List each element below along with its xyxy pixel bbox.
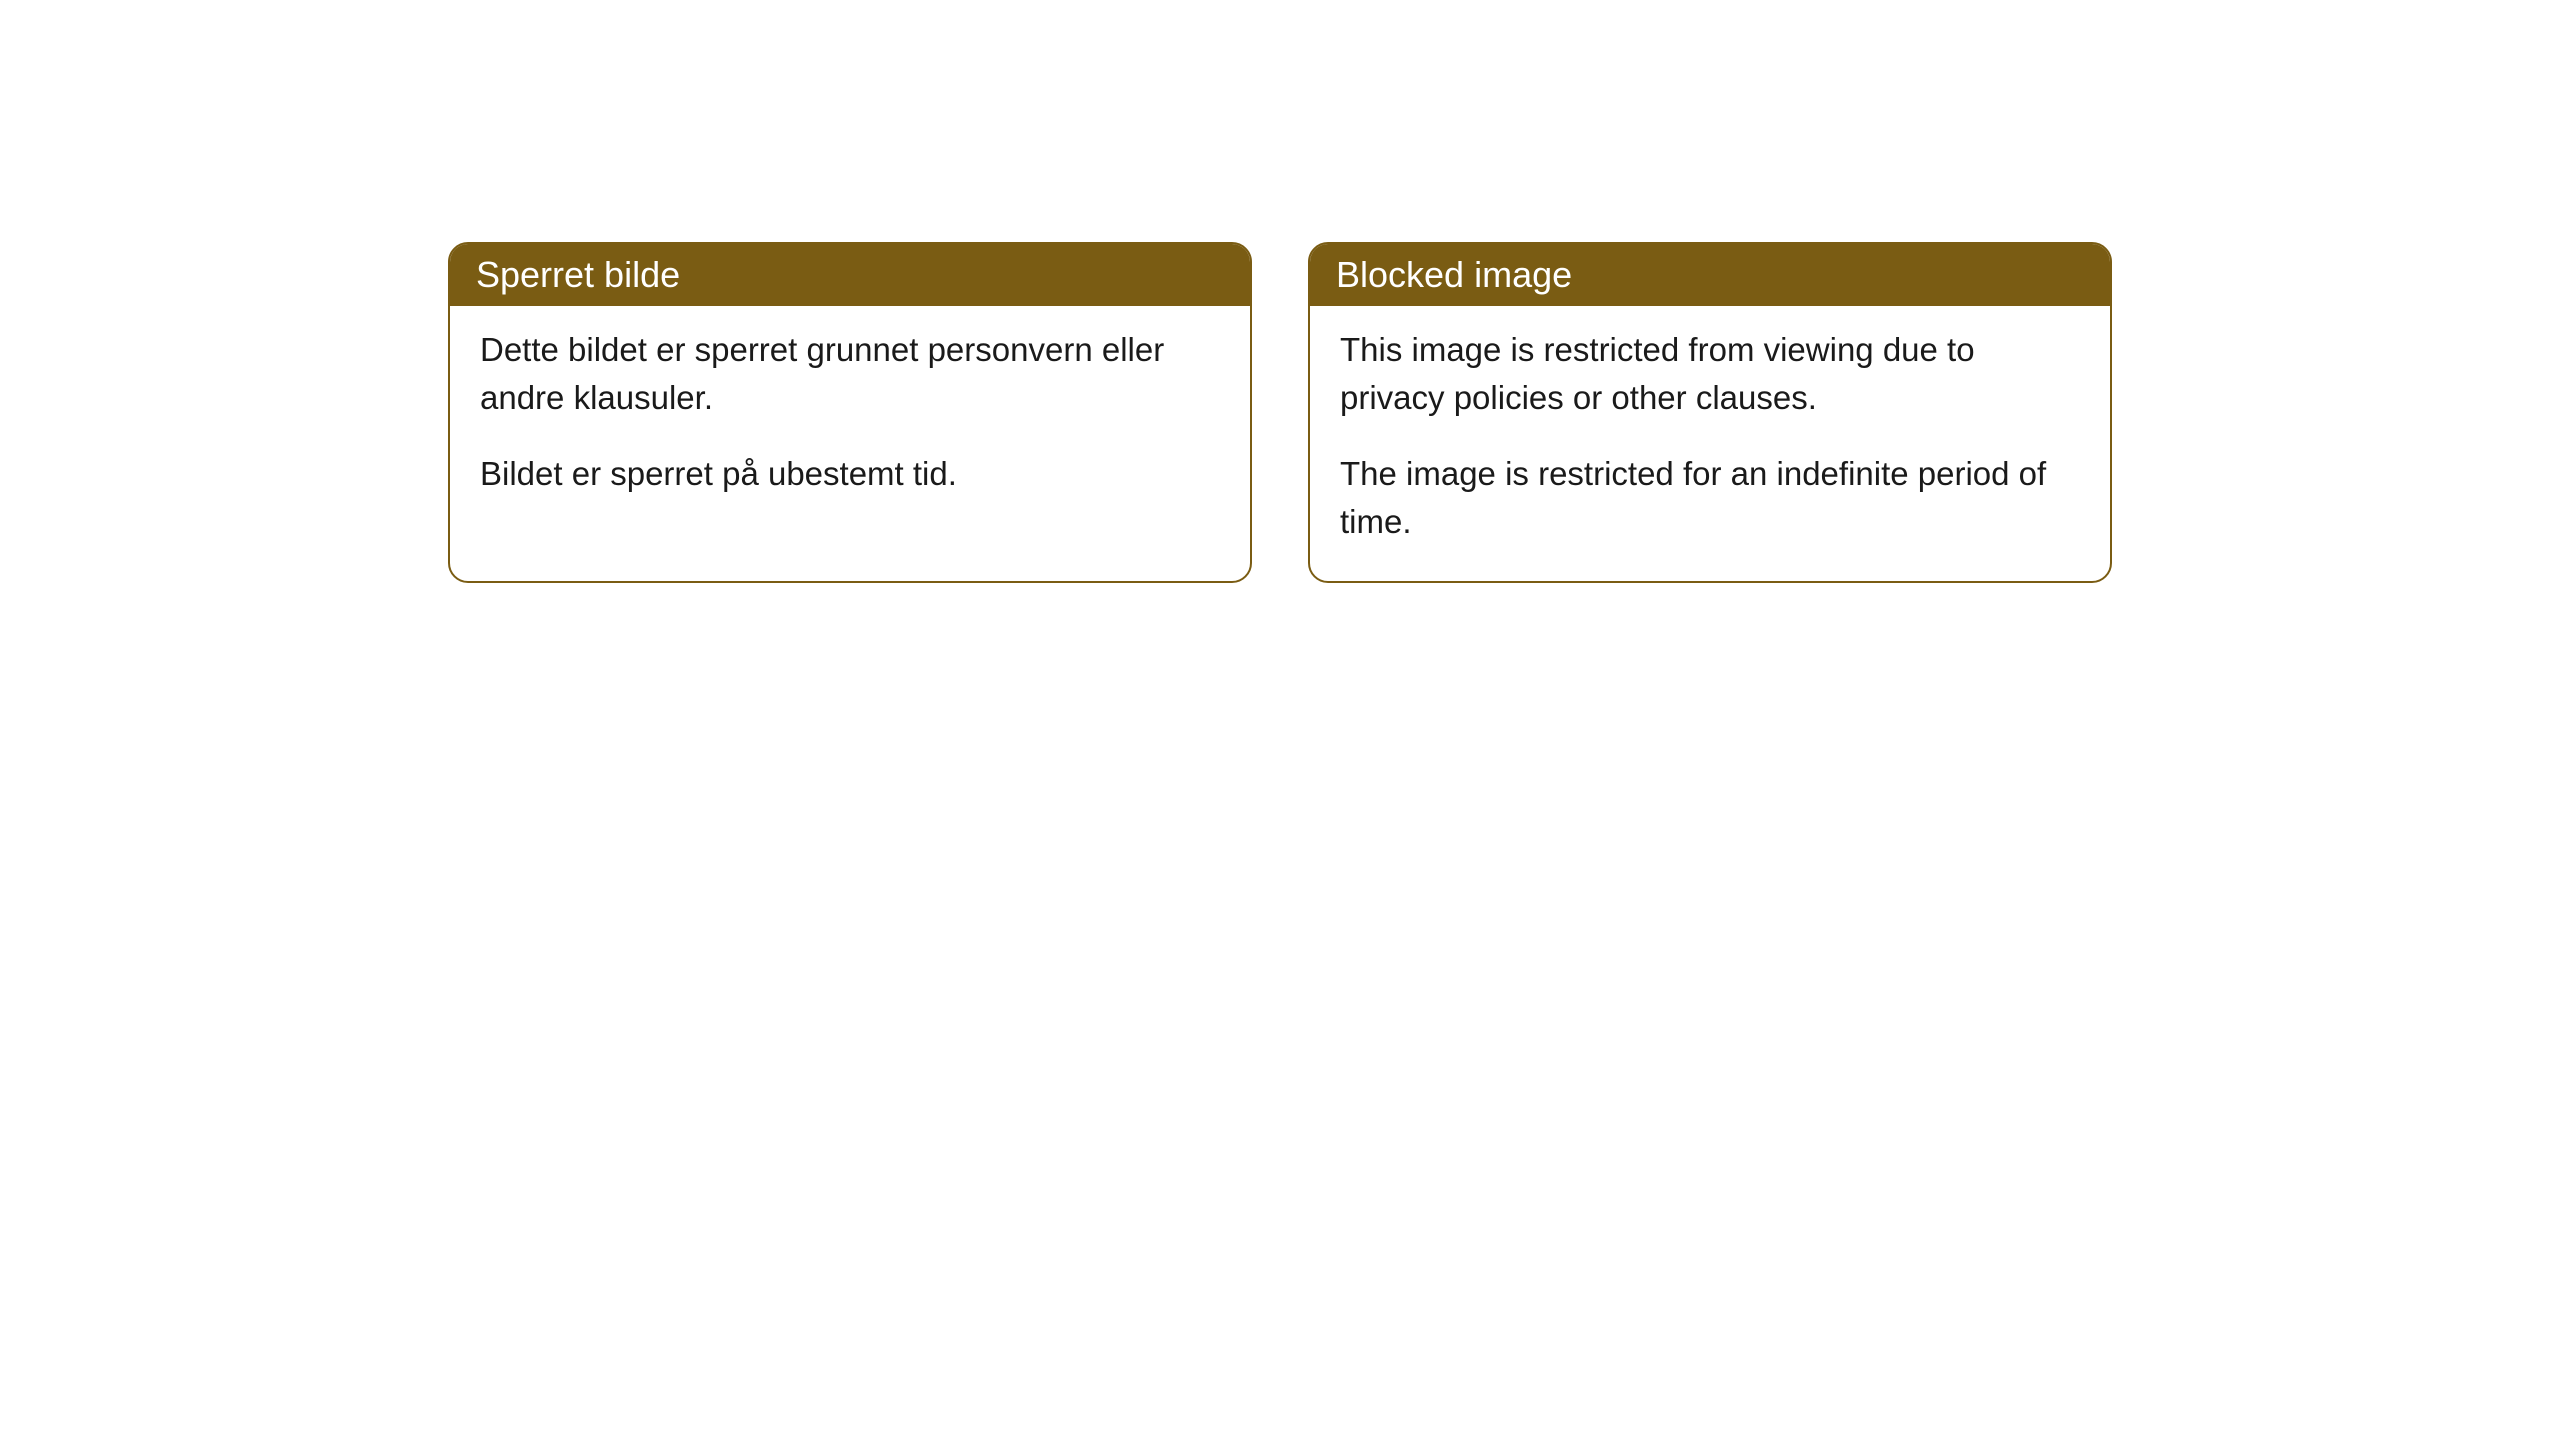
- notice-card-norwegian: Sperret bilde Dette bildet er sperret gr…: [448, 242, 1252, 583]
- notice-body-english: This image is restricted from viewing du…: [1310, 306, 2110, 581]
- notice-body-norwegian: Dette bildet er sperret grunnet personve…: [450, 306, 1250, 534]
- notice-header-english: Blocked image: [1310, 244, 2110, 306]
- notice-paragraph2-norwegian: Bildet er sperret på ubestemt tid.: [480, 450, 1220, 498]
- notice-paragraph2-english: The image is restricted for an indefinit…: [1340, 450, 2080, 546]
- notice-paragraph1-norwegian: Dette bildet er sperret grunnet personve…: [480, 326, 1220, 422]
- notice-title-english: Blocked image: [1336, 254, 1572, 295]
- notice-cards-container: Sperret bilde Dette bildet er sperret gr…: [448, 242, 2112, 583]
- notice-header-norwegian: Sperret bilde: [450, 244, 1250, 306]
- notice-card-english: Blocked image This image is restricted f…: [1308, 242, 2112, 583]
- notice-paragraph1-english: This image is restricted from viewing du…: [1340, 326, 2080, 422]
- notice-title-norwegian: Sperret bilde: [476, 254, 680, 295]
